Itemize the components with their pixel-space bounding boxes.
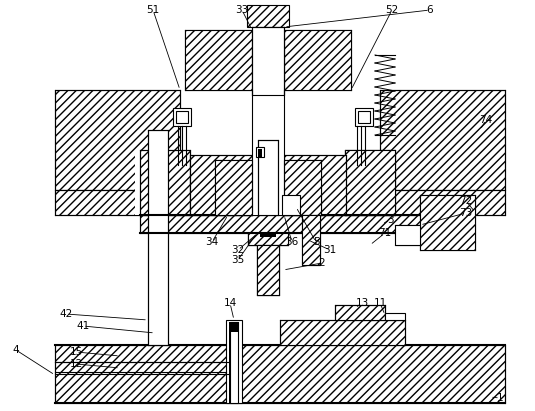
- Text: 34: 34: [205, 237, 219, 247]
- Bar: [185, 30, 252, 90]
- Bar: [380, 90, 505, 190]
- Text: 42: 42: [59, 309, 73, 319]
- Text: 12: 12: [70, 359, 82, 369]
- Bar: [345, 150, 395, 215]
- Text: 15: 15: [70, 347, 82, 357]
- Bar: [345, 150, 390, 215]
- Bar: [258, 140, 278, 215]
- Text: 72: 72: [460, 196, 472, 206]
- Bar: [302, 215, 320, 265]
- Text: 32: 32: [231, 245, 244, 255]
- Bar: [358, 111, 370, 123]
- Bar: [345, 150, 395, 215]
- Bar: [229, 322, 239, 332]
- Bar: [226, 320, 242, 403]
- Bar: [173, 108, 191, 126]
- Bar: [385, 313, 405, 320]
- Bar: [55, 90, 180, 190]
- Text: 33: 33: [235, 5, 249, 15]
- Bar: [302, 215, 320, 265]
- Bar: [248, 233, 288, 245]
- Bar: [257, 245, 279, 295]
- Text: 41: 41: [77, 321, 90, 331]
- Bar: [335, 305, 385, 320]
- Bar: [229, 322, 239, 403]
- Bar: [252, 27, 284, 95]
- Bar: [252, 90, 284, 215]
- Bar: [254, 92, 282, 212]
- Text: 11: 11: [373, 298, 387, 308]
- Bar: [148, 130, 168, 345]
- Bar: [190, 155, 252, 215]
- Bar: [280, 320, 405, 345]
- Text: 2: 2: [319, 258, 325, 268]
- Bar: [284, 155, 346, 215]
- Bar: [230, 322, 238, 403]
- Bar: [258, 149, 262, 157]
- Text: 14: 14: [224, 298, 236, 308]
- Bar: [284, 30, 351, 90]
- Bar: [176, 111, 188, 123]
- Text: 13: 13: [355, 298, 369, 308]
- Bar: [284, 160, 321, 215]
- Bar: [215, 160, 252, 215]
- Text: 31: 31: [323, 245, 337, 255]
- Bar: [395, 225, 420, 245]
- Bar: [247, 5, 289, 27]
- Bar: [420, 195, 475, 250]
- Bar: [55, 190, 230, 215]
- Bar: [135, 150, 180, 215]
- Text: 4: 4: [13, 345, 19, 355]
- Bar: [257, 245, 279, 295]
- Bar: [280, 320, 405, 345]
- Bar: [260, 232, 276, 237]
- Text: 1: 1: [496, 393, 503, 403]
- Bar: [282, 195, 300, 215]
- Bar: [55, 345, 505, 403]
- Text: 35: 35: [231, 255, 244, 265]
- Text: 51: 51: [147, 5, 159, 15]
- Bar: [355, 108, 373, 126]
- Text: 5: 5: [312, 237, 319, 247]
- Bar: [248, 233, 288, 245]
- Text: 73: 73: [460, 208, 472, 218]
- Bar: [140, 150, 190, 215]
- Bar: [140, 215, 460, 233]
- Text: 74: 74: [479, 115, 493, 125]
- Text: 3: 3: [387, 215, 393, 225]
- Text: 36: 36: [285, 237, 299, 247]
- Text: 6: 6: [427, 5, 433, 15]
- Bar: [305, 190, 505, 215]
- Text: 71: 71: [378, 228, 392, 238]
- Bar: [256, 147, 264, 157]
- Text: 52: 52: [385, 5, 399, 15]
